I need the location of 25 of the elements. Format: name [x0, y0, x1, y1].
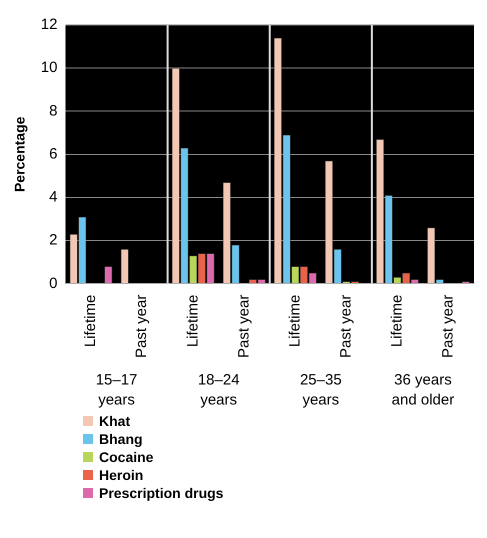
legend-label: Cocaine — [99, 449, 154, 465]
text: 18–24 years — [198, 372, 240, 409]
y-tick-label: 8 — [49, 102, 58, 120]
text: 15–17 years — [96, 372, 138, 409]
y-tick-label: 6 — [49, 145, 58, 162]
y-axis-title: Percentage — [11, 116, 28, 192]
x-tick-label: Lifetime — [82, 294, 100, 348]
legend-label: Heroin — [99, 467, 144, 483]
y-tick-label: 0 — [49, 274, 58, 292]
y-tick-label: 4 — [49, 188, 58, 206]
text: 25–35 years — [300, 372, 342, 409]
x-tick-label: Past year — [235, 294, 252, 358]
x-tick-label: Lifetime — [184, 294, 202, 348]
x-tick-label: Past year — [440, 294, 457, 358]
y-tick-label: 12 — [40, 16, 58, 34]
x-tick-label: Past year — [133, 294, 150, 358]
y-tick-label: 10 — [40, 59, 58, 76]
text: 36 years and older — [392, 372, 454, 409]
x-tick-label: Lifetime — [388, 294, 406, 348]
x-tick-label: Past year — [337, 294, 354, 358]
legend-label: Bhang — [99, 431, 143, 447]
legend-label: Prescription drugs — [99, 485, 224, 501]
x-tick-label: Lifetime — [286, 294, 304, 348]
legend-label: Khat — [99, 413, 130, 429]
y-tick-label: 2 — [49, 232, 58, 249]
